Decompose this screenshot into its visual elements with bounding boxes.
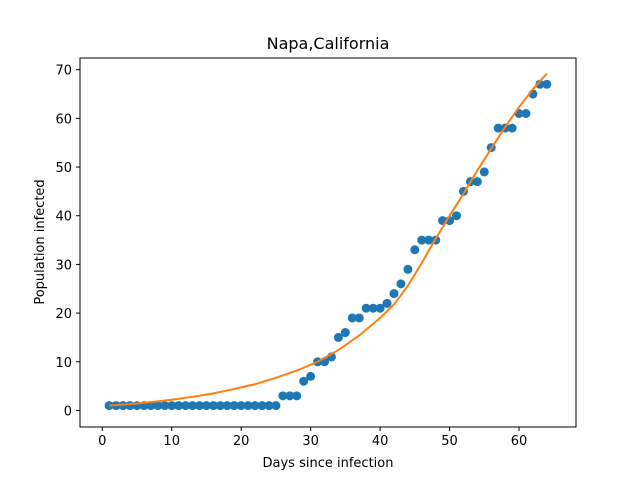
data-point xyxy=(181,401,191,411)
data-point xyxy=(229,401,239,411)
data-point xyxy=(361,303,371,313)
data-point xyxy=(208,401,218,411)
data-point xyxy=(479,167,489,177)
data-point xyxy=(215,401,225,411)
data-point xyxy=(507,123,517,133)
data-point xyxy=(375,303,385,313)
chart-title: Napa,California xyxy=(267,34,390,53)
data-point xyxy=(472,177,482,187)
data-point xyxy=(354,313,364,323)
data-point xyxy=(347,313,357,323)
data-point xyxy=(424,235,434,245)
y-tick-label: 70 xyxy=(55,64,72,79)
data-point xyxy=(403,264,413,274)
y-tick-label: 60 xyxy=(55,112,72,127)
data-point xyxy=(285,391,295,401)
data-point xyxy=(452,211,462,221)
data-point xyxy=(264,401,274,411)
fit-line xyxy=(109,72,548,407)
data-point xyxy=(257,401,267,411)
data-point xyxy=(174,401,184,411)
axes: 0 10 20 30 40 50 60 0 10 20 30 40 50 60 70 xyxy=(55,57,577,449)
axes-frame xyxy=(79,57,577,428)
x-tick-label: 10 xyxy=(163,434,180,449)
data-point xyxy=(396,279,406,289)
x-tick-label: 50 xyxy=(441,434,458,449)
data-point xyxy=(542,79,552,89)
x-tick-label: 20 xyxy=(233,434,250,449)
data-point xyxy=(236,401,246,411)
data-point xyxy=(340,328,350,338)
data-point xyxy=(167,401,177,411)
data-point xyxy=(188,401,198,411)
y-tick-label: 0 xyxy=(64,404,72,419)
y-tick-label: 40 xyxy=(55,210,72,225)
y-tick-label: 20 xyxy=(55,307,72,322)
x-tick-label: 0 xyxy=(98,434,106,449)
y-axis-label: Population infected xyxy=(33,179,48,304)
x-tick-label: 30 xyxy=(302,434,319,449)
y-tick-label: 30 xyxy=(55,258,72,273)
data-point xyxy=(521,109,531,118)
data-point xyxy=(306,371,316,381)
data-point xyxy=(250,401,260,411)
data-point xyxy=(382,298,392,308)
y-tick-label: 50 xyxy=(55,161,72,176)
data-point xyxy=(243,401,253,411)
data-point xyxy=(368,303,378,313)
data-point xyxy=(299,376,309,386)
data-point xyxy=(333,332,343,342)
x-tick-label: 40 xyxy=(372,434,389,449)
data-point xyxy=(410,245,420,255)
data-point xyxy=(389,289,399,299)
data-point xyxy=(417,235,427,245)
data-point xyxy=(222,401,232,411)
data-point xyxy=(201,401,211,411)
data-point xyxy=(292,391,302,401)
data-point xyxy=(493,123,503,133)
x-axis-label: Days since infection xyxy=(263,456,394,471)
data-point xyxy=(278,391,288,401)
data-point xyxy=(160,401,170,411)
data-point xyxy=(535,79,545,89)
plot-area xyxy=(104,72,552,411)
data-point xyxy=(271,401,281,411)
data-point xyxy=(153,401,163,411)
data-point xyxy=(194,401,204,411)
y-tick-label: 10 xyxy=(55,356,72,371)
x-tick-label: 60 xyxy=(511,434,528,449)
